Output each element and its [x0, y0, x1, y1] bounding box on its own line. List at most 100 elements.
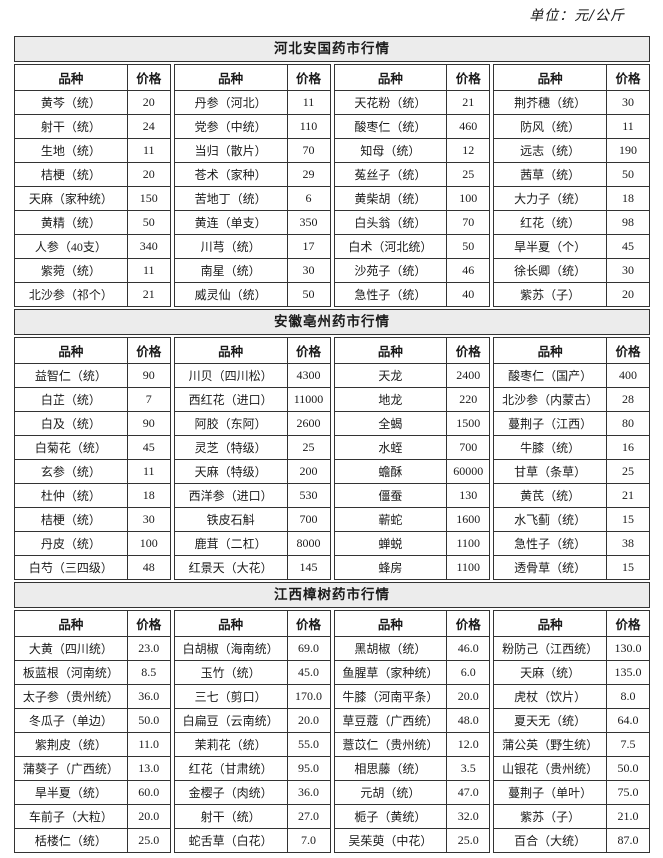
item-name-cell: 荆芥穗（统） — [493, 90, 607, 115]
table-row: 北沙参（祁个） 21 — [14, 282, 171, 307]
header-row: 品种 价格 — [14, 610, 171, 637]
item-name-cell: 蜂房 — [333, 555, 448, 580]
item-name-cell: 紫苏（子） — [493, 282, 607, 307]
table-row: 蕲蛇 1600 — [333, 507, 491, 532]
item-price-cell: 48.0 — [446, 708, 491, 733]
item-price-cell: 350 — [286, 210, 331, 235]
price-subtable: 品种 价格 丹参（河北） 11 党参（中统） 110 当归（散片） 70 苍术（家种） 29 苦地丁… — [173, 64, 331, 307]
unit-label: 单位：元/公斤 — [529, 8, 625, 24]
item-price-cell: 87.0 — [606, 828, 650, 853]
header-row: 品种 价格 — [493, 337, 650, 364]
table-row: 旱半夏（统） 60.0 — [14, 780, 171, 805]
item-price-cell: 12 — [446, 138, 491, 163]
item-price-cell: 30 — [286, 258, 331, 283]
item-price-cell: 6 — [286, 186, 331, 211]
table-row: 红花（统） 98 — [493, 210, 650, 235]
column-header-name: 品种 — [14, 64, 128, 91]
item-price-cell: 200 — [286, 459, 331, 484]
item-price-cell: 55.0 — [286, 732, 331, 757]
item-name-cell: 北沙参（祁个） — [14, 282, 128, 307]
table-row: 蛇舌草（白花） 7.0 — [173, 828, 331, 853]
table-row: 牛膝（河南平条） 20.0 — [333, 684, 491, 709]
item-name-cell: 人参（40支） — [14, 234, 128, 259]
section-tables: 品种 价格 大黄（四川统） 23.0 板蓝根（河南统） 8.5 太子参（贵州统） 36.0 冬瓜… — [14, 610, 650, 853]
item-name-cell: 山银花（贵州统） — [493, 756, 607, 781]
item-name-cell: 白芷（统） — [14, 387, 128, 412]
item-price-cell: 11 — [126, 459, 171, 484]
item-name-cell: 天麻（家种统） — [14, 186, 128, 211]
item-price-cell: 45 — [606, 234, 650, 259]
item-name-cell: 草豆蔻（广西统） — [333, 708, 448, 733]
table-row: 丹参（河北） 11 — [173, 90, 331, 115]
table-row: 酸枣仁（国产） 400 — [493, 363, 650, 388]
item-name-cell: 北沙参（内蒙古） — [493, 387, 607, 412]
item-price-cell: 11 — [286, 90, 331, 115]
table-row: 蔓荆子（单叶） 75.0 — [493, 780, 650, 805]
column-header-price: 价格 — [606, 610, 650, 637]
item-name-cell: 相思藤（统） — [333, 756, 448, 781]
table-row: 白扁豆（云南统） 20.0 — [173, 708, 331, 733]
item-name-cell: 红花（甘肃统） — [173, 756, 288, 781]
header-row: 品种 价格 — [333, 337, 491, 364]
table-row: 黄芩（统） 20 — [14, 90, 171, 115]
item-name-cell: 酸枣仁（国产） — [493, 363, 607, 388]
item-name-cell: 川贝（四川松） — [173, 363, 288, 388]
item-price-cell: 530 — [286, 483, 331, 508]
column-header-name: 品种 — [14, 610, 128, 637]
item-price-cell: 400 — [606, 363, 650, 388]
item-name-cell: 益智仁（统） — [14, 363, 128, 388]
table-row: 栀子（黄统） 32.0 — [333, 804, 491, 829]
item-price-cell: 700 — [446, 435, 491, 460]
item-price-cell: 20 — [126, 90, 171, 115]
market-section: 江西樟树药市行情 品种 价格 大黄（四川统） 23.0 板蓝根（河南统） 8.5 太子参（贵州… — [14, 582, 650, 853]
item-price-cell: 170.0 — [286, 684, 331, 709]
item-price-cell: 50 — [606, 162, 650, 187]
table-row: 蔓荆子（江西） 80 — [493, 411, 650, 436]
item-name-cell: 玉竹（统） — [173, 660, 288, 685]
item-price-cell: 45 — [126, 435, 171, 460]
item-name-cell: 粉防己（江西统） — [493, 636, 607, 661]
item-name-cell: 水飞蓟（统） — [493, 507, 607, 532]
column-header-name: 品种 — [333, 64, 448, 91]
item-name-cell: 川芎（统） — [173, 234, 288, 259]
table-row: 甘草（条草） 25 — [493, 459, 650, 484]
table-row: 透骨草（统） 15 — [493, 555, 650, 580]
item-price-cell: 15 — [606, 507, 650, 532]
table-row: 蝉蜕 1100 — [333, 531, 491, 556]
column-header-price: 价格 — [126, 64, 171, 91]
item-name-cell: 蒲葵子（广西统） — [14, 756, 128, 781]
item-price-cell: 460 — [446, 114, 491, 139]
item-price-cell: 90 — [126, 411, 171, 436]
table-row: 西红花（进口） 11000 — [173, 387, 331, 412]
section-title: 河北安国药市行情 — [14, 36, 650, 62]
item-name-cell: 丹参（河北） — [173, 90, 288, 115]
header-row: 品种 价格 — [493, 610, 650, 637]
table-row: 菟丝子（统） 25 — [333, 162, 491, 187]
column-header-name: 品种 — [173, 64, 288, 91]
table-row: 天麻（家种统） 150 — [14, 186, 171, 211]
price-subtable: 品种 价格 益智仁（统） 90 白芷（统） 7 白及（统） 90 白菊花（统） 45 玄参（统） 11… — [14, 337, 171, 580]
table-row: 旱半夏（个） 45 — [493, 234, 650, 259]
table-row: 黄芪（统） 21 — [493, 483, 650, 508]
column-header-price: 价格 — [286, 337, 331, 364]
table-row: 栝楼仁（统） 25.0 — [14, 828, 171, 853]
item-price-cell: 98 — [606, 210, 650, 235]
column-header-name: 品种 — [173, 610, 288, 637]
item-name-cell: 紫苏（子） — [493, 804, 607, 829]
item-price-cell: 7 — [126, 387, 171, 412]
item-name-cell: 白头翁（统） — [333, 210, 448, 235]
table-row: 知母（统） 12 — [333, 138, 491, 163]
item-name-cell: 冬瓜子（单边） — [14, 708, 128, 733]
item-price-cell: 700 — [286, 507, 331, 532]
item-price-cell: 46.0 — [446, 636, 491, 661]
item-name-cell: 酸枣仁（统） — [333, 114, 448, 139]
item-name-cell: 黄柴胡（统） — [333, 186, 448, 211]
item-name-cell: 沙苑子（统） — [333, 258, 448, 283]
item-price-cell: 2600 — [286, 411, 331, 436]
item-name-cell: 天麻（统） — [493, 660, 607, 685]
item-price-cell: 20.0 — [126, 804, 171, 829]
item-price-cell: 100 — [126, 531, 171, 556]
item-price-cell: 60.0 — [126, 780, 171, 805]
item-price-cell: 340 — [126, 234, 171, 259]
item-price-cell: 20.0 — [286, 708, 331, 733]
